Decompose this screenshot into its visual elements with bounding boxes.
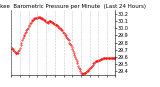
Title: Milwaukee  Barometric Pressure per Minute  (Last 24 Hours): Milwaukee Barometric Pressure per Minute… (0, 4, 146, 9)
